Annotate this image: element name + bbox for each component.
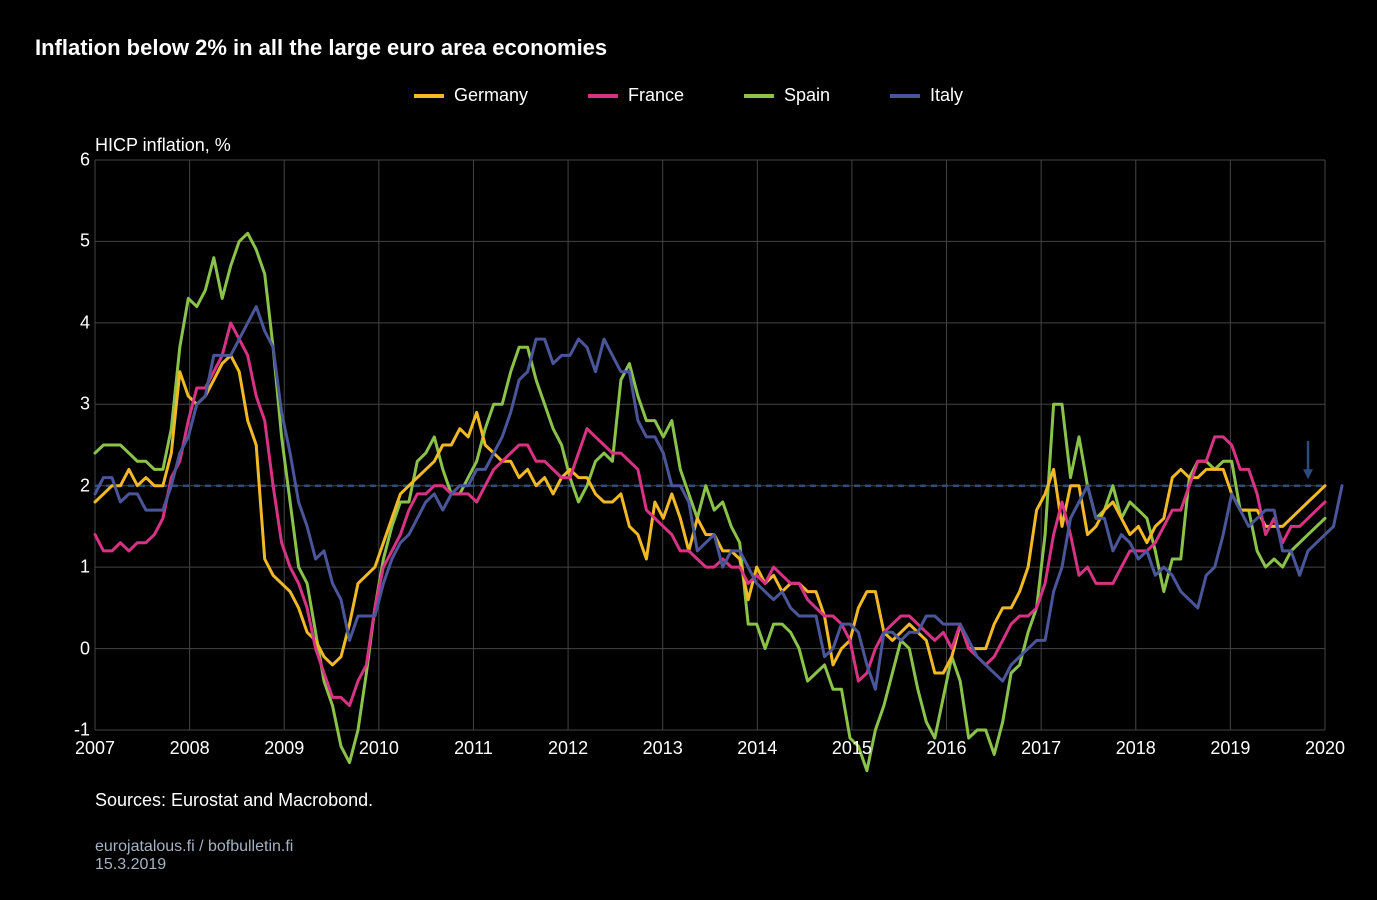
y-tick-label: 0	[55, 638, 90, 659]
legend-swatch	[588, 94, 618, 98]
x-tick-label: 2013	[643, 738, 683, 759]
x-tick-label: 2020	[1305, 738, 1345, 759]
legend-item: France	[588, 85, 684, 106]
legend-swatch	[414, 94, 444, 98]
footer-site: eurojatalous.fi / bofbulletin.fi	[95, 838, 293, 856]
chart-plot-area	[95, 160, 1325, 730]
x-tick-label: 2010	[359, 738, 399, 759]
x-tick-label: 2019	[1210, 738, 1250, 759]
x-tick-label: 2009	[264, 738, 304, 759]
legend-item: Spain	[744, 85, 830, 106]
footer-date: 15.3.2019	[95, 856, 293, 874]
series-line-spain	[95, 233, 1325, 770]
legend-label: Germany	[454, 85, 528, 106]
y-tick-label: 2	[55, 475, 90, 496]
legend-swatch	[744, 94, 774, 98]
x-tick-label: 2007	[75, 738, 115, 759]
legend-label: Spain	[784, 85, 830, 106]
legend-label: France	[628, 85, 684, 106]
x-tick-label: 2012	[548, 738, 588, 759]
x-tick-label: 2014	[737, 738, 777, 759]
source-text: Sources: Eurostat and Macrobond.	[95, 790, 373, 811]
y-tick-label: 3	[55, 394, 90, 415]
legend-label: Italy	[930, 85, 963, 106]
y-tick-label: 5	[55, 231, 90, 252]
series-line-italy	[95, 307, 1342, 690]
x-tick-label: 2016	[927, 738, 967, 759]
legend-item: Germany	[414, 85, 528, 106]
y-tick-label: 6	[55, 150, 90, 171]
legend: Germany France Spain Italy	[0, 85, 1377, 106]
y-axis-label: HICP inflation, %	[95, 135, 231, 156]
x-tick-label: 2018	[1116, 738, 1156, 759]
chart-title: Inflation below 2% in all the large euro…	[35, 35, 607, 61]
x-tick-label: 2011	[454, 738, 493, 759]
y-tick-label: 4	[55, 312, 90, 333]
legend-swatch	[890, 94, 920, 98]
x-tick-label: 2015	[832, 738, 872, 759]
legend-item: Italy	[890, 85, 963, 106]
y-tick-label: 1	[55, 557, 90, 578]
x-tick-label: 2008	[170, 738, 210, 759]
x-tick-label: 2017	[1021, 738, 1061, 759]
footer-text: eurojatalous.fi / bofbulletin.fi 15.3.20…	[95, 838, 293, 874]
